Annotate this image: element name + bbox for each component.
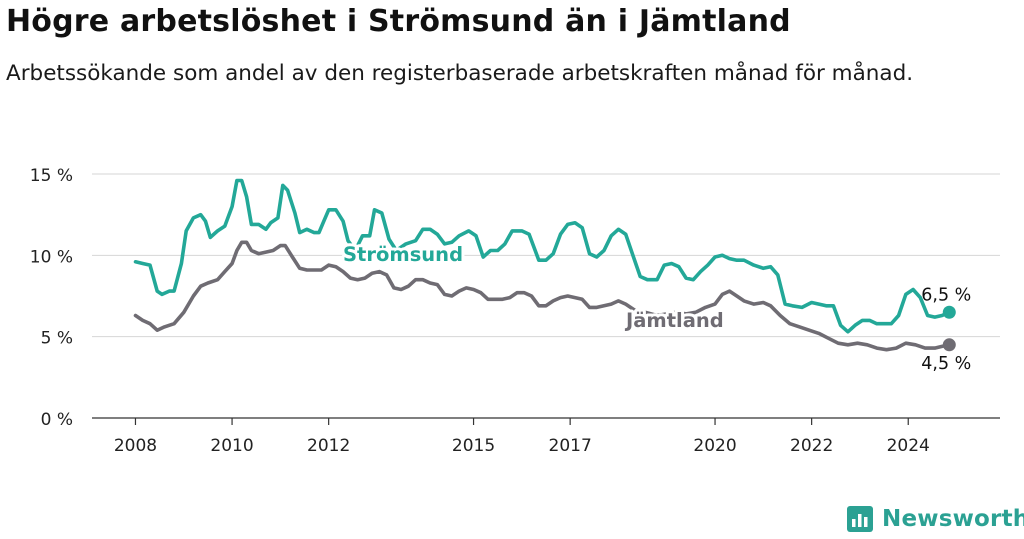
newsworthy-logo-icon [847, 506, 873, 532]
brand-name: Newsworthy [882, 506, 1024, 532]
y-tick-label: 15 % [30, 166, 73, 186]
series-line-jmtland [133, 240, 952, 352]
series-end-point [942, 338, 956, 352]
x-tick-label: 2017 [549, 436, 592, 456]
series-end-label: 6,5 % [921, 285, 971, 305]
chart-title: Högre arbetslöshet i Strömsund än i Jämt… [6, 4, 791, 39]
brand-logo: Newsworthy [846, 504, 1024, 534]
axis-layer: 0 % 5 % 10 % 15 % 2008 2010 2012 2015 2017 2020 20… [30, 166, 930, 456]
x-tick-label: 2022 [790, 436, 833, 456]
series-end-point [942, 305, 956, 319]
series-line-strmsund [133, 178, 952, 334]
series-end-label: 4,5 % [921, 354, 971, 374]
y-tick-label: 5 % [41, 329, 73, 349]
series-layer [133, 178, 956, 352]
x-tick-label: 2012 [307, 436, 350, 456]
x-tick-label: 2015 [452, 436, 495, 456]
chart-subtitle: Arbetssökande som andel av den registerb… [6, 61, 914, 86]
series-inline-label: Jämtland [624, 309, 724, 332]
x-tick-label: 2020 [693, 436, 736, 456]
y-tick-label: 10 % [30, 247, 73, 267]
grid-layer [92, 173, 1000, 419]
y-tick-label: 0 % [41, 410, 73, 430]
series-inline-label: Strömsund [343, 243, 463, 266]
x-tick-label: 2008 [114, 436, 157, 456]
x-tick-label: 2010 [210, 436, 253, 456]
x-tick-label: 2024 [887, 436, 930, 456]
label-layer: 6,5 % 4,5 % Strömsund Jämtland [340, 240, 971, 374]
